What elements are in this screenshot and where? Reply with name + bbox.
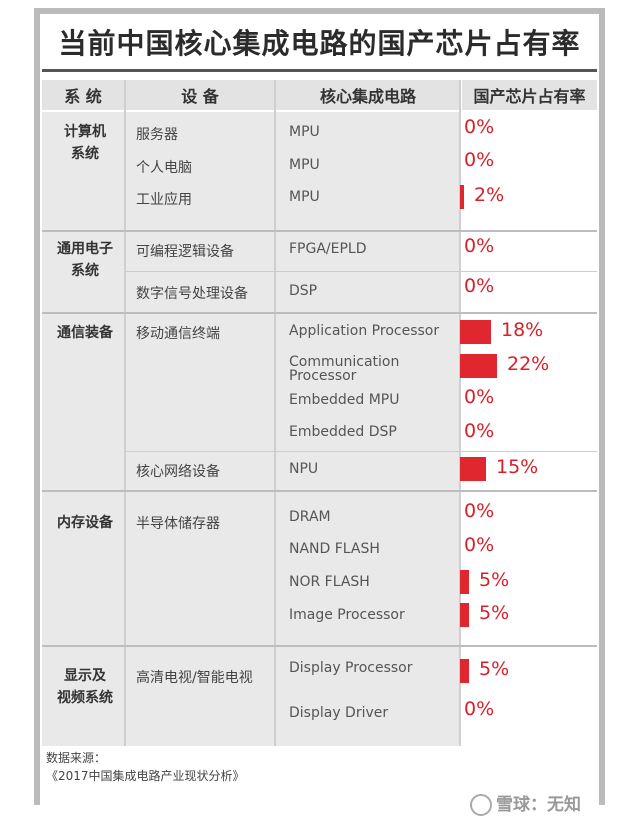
header-share: 国产芯片占有率 xyxy=(462,80,597,110)
circuit-cell: MPU xyxy=(289,124,320,140)
circuit-cell: MPU xyxy=(289,189,320,205)
share-label: 22% xyxy=(507,353,550,375)
circuit-cell: Embedded DSP xyxy=(289,424,397,440)
share-bar xyxy=(460,603,469,627)
table-body-bg xyxy=(42,112,460,746)
share-bar xyxy=(460,354,497,378)
share-label: 0% xyxy=(464,275,495,297)
col-divider-3 xyxy=(459,80,461,746)
share-label: 2% xyxy=(474,184,505,206)
col-divider-1 xyxy=(124,80,126,746)
group-divider-3 xyxy=(42,490,597,492)
device-dsp: 数字信号处理设备 xyxy=(136,286,248,302)
row-divider-npu xyxy=(126,451,597,452)
device-server: 服务器 xyxy=(136,127,178,143)
group-divider-2 xyxy=(42,312,597,314)
device-mobile-terminal: 移动通信终端 xyxy=(136,326,220,342)
circuit-cell: NOR FLASH xyxy=(289,574,370,590)
share-label: 15% xyxy=(496,456,539,478)
watermark: 雪球：无知 xyxy=(470,790,581,816)
circuit-cell: DRAM xyxy=(289,509,331,525)
device-core-network: 核心网络设备 xyxy=(136,464,220,480)
header-device: 设 备 xyxy=(126,80,274,110)
share-bar xyxy=(460,185,464,209)
col-divider-2 xyxy=(274,80,276,746)
circuit-cell: NAND FLASH xyxy=(289,541,380,557)
circuit-cell: DSP xyxy=(289,283,318,299)
title-rule xyxy=(42,69,597,72)
share-label: 0% xyxy=(464,235,495,257)
device-semiconductor-memory: 半导体储存器 xyxy=(136,516,220,532)
group-divider-4 xyxy=(42,645,597,647)
share-bar xyxy=(460,659,469,683)
share-label: 0% xyxy=(464,386,495,408)
share-bar xyxy=(460,320,491,344)
device-hdtv: 高清电视/智能电视 xyxy=(136,670,253,686)
circuit-cell: Communication Processor xyxy=(289,354,400,384)
share-label: 0% xyxy=(464,420,495,442)
share-label: 0% xyxy=(464,698,495,720)
snowball-logo-icon xyxy=(470,794,492,816)
circuit-cell: NPU xyxy=(289,461,319,477)
circuit-cell: Display Processor xyxy=(289,660,413,676)
system-display-video: 显示及 视频系统 xyxy=(57,668,113,706)
share-label: 0% xyxy=(464,500,495,522)
circuit-cell: Display Driver xyxy=(289,705,389,721)
device-pc: 个人电脑 xyxy=(136,160,192,176)
device-programmable-logic: 可编程逻辑设备 xyxy=(136,244,234,260)
circuit-cell: Application Processor xyxy=(289,323,440,339)
share-bar xyxy=(460,570,469,594)
system-memory: 内存设备 xyxy=(57,515,113,531)
share-label: 5% xyxy=(479,658,510,680)
header-circuit: 核心集成电路 xyxy=(276,80,460,110)
system-computer: 计算机 系统 xyxy=(64,124,106,162)
share-bar xyxy=(460,457,486,481)
source-text: 《2017中国集成电路产业现状分析》 xyxy=(46,769,245,783)
circuit-cell: Image Processor xyxy=(289,607,405,623)
system-general-electronics: 通用电子 系统 xyxy=(57,241,113,279)
header-system: 系 统 xyxy=(42,80,124,110)
share-label: 0% xyxy=(464,116,495,138)
share-label: 5% xyxy=(479,569,510,591)
row-divider-dsp xyxy=(126,271,597,272)
page-title: 当前中国核心集成电路的国产芯片占有率 xyxy=(58,27,581,60)
share-label: 18% xyxy=(501,319,544,341)
share-label: 5% xyxy=(479,602,510,624)
circuit-cell: MPU xyxy=(289,157,320,173)
source-note: 数据来源： 《2017中国集成电路产业现状分析》 xyxy=(46,749,245,785)
system-communication: 通信装备 xyxy=(57,325,113,341)
share-label: 0% xyxy=(464,149,495,171)
share-label: 0% xyxy=(464,534,495,556)
device-industrial: 工业应用 xyxy=(136,192,192,208)
circuit-cell: FPGA/EPLD xyxy=(289,241,367,257)
source-label: 数据来源： xyxy=(46,751,107,765)
circuit-cell: Embedded MPU xyxy=(289,392,400,408)
group-divider-1 xyxy=(42,230,597,232)
